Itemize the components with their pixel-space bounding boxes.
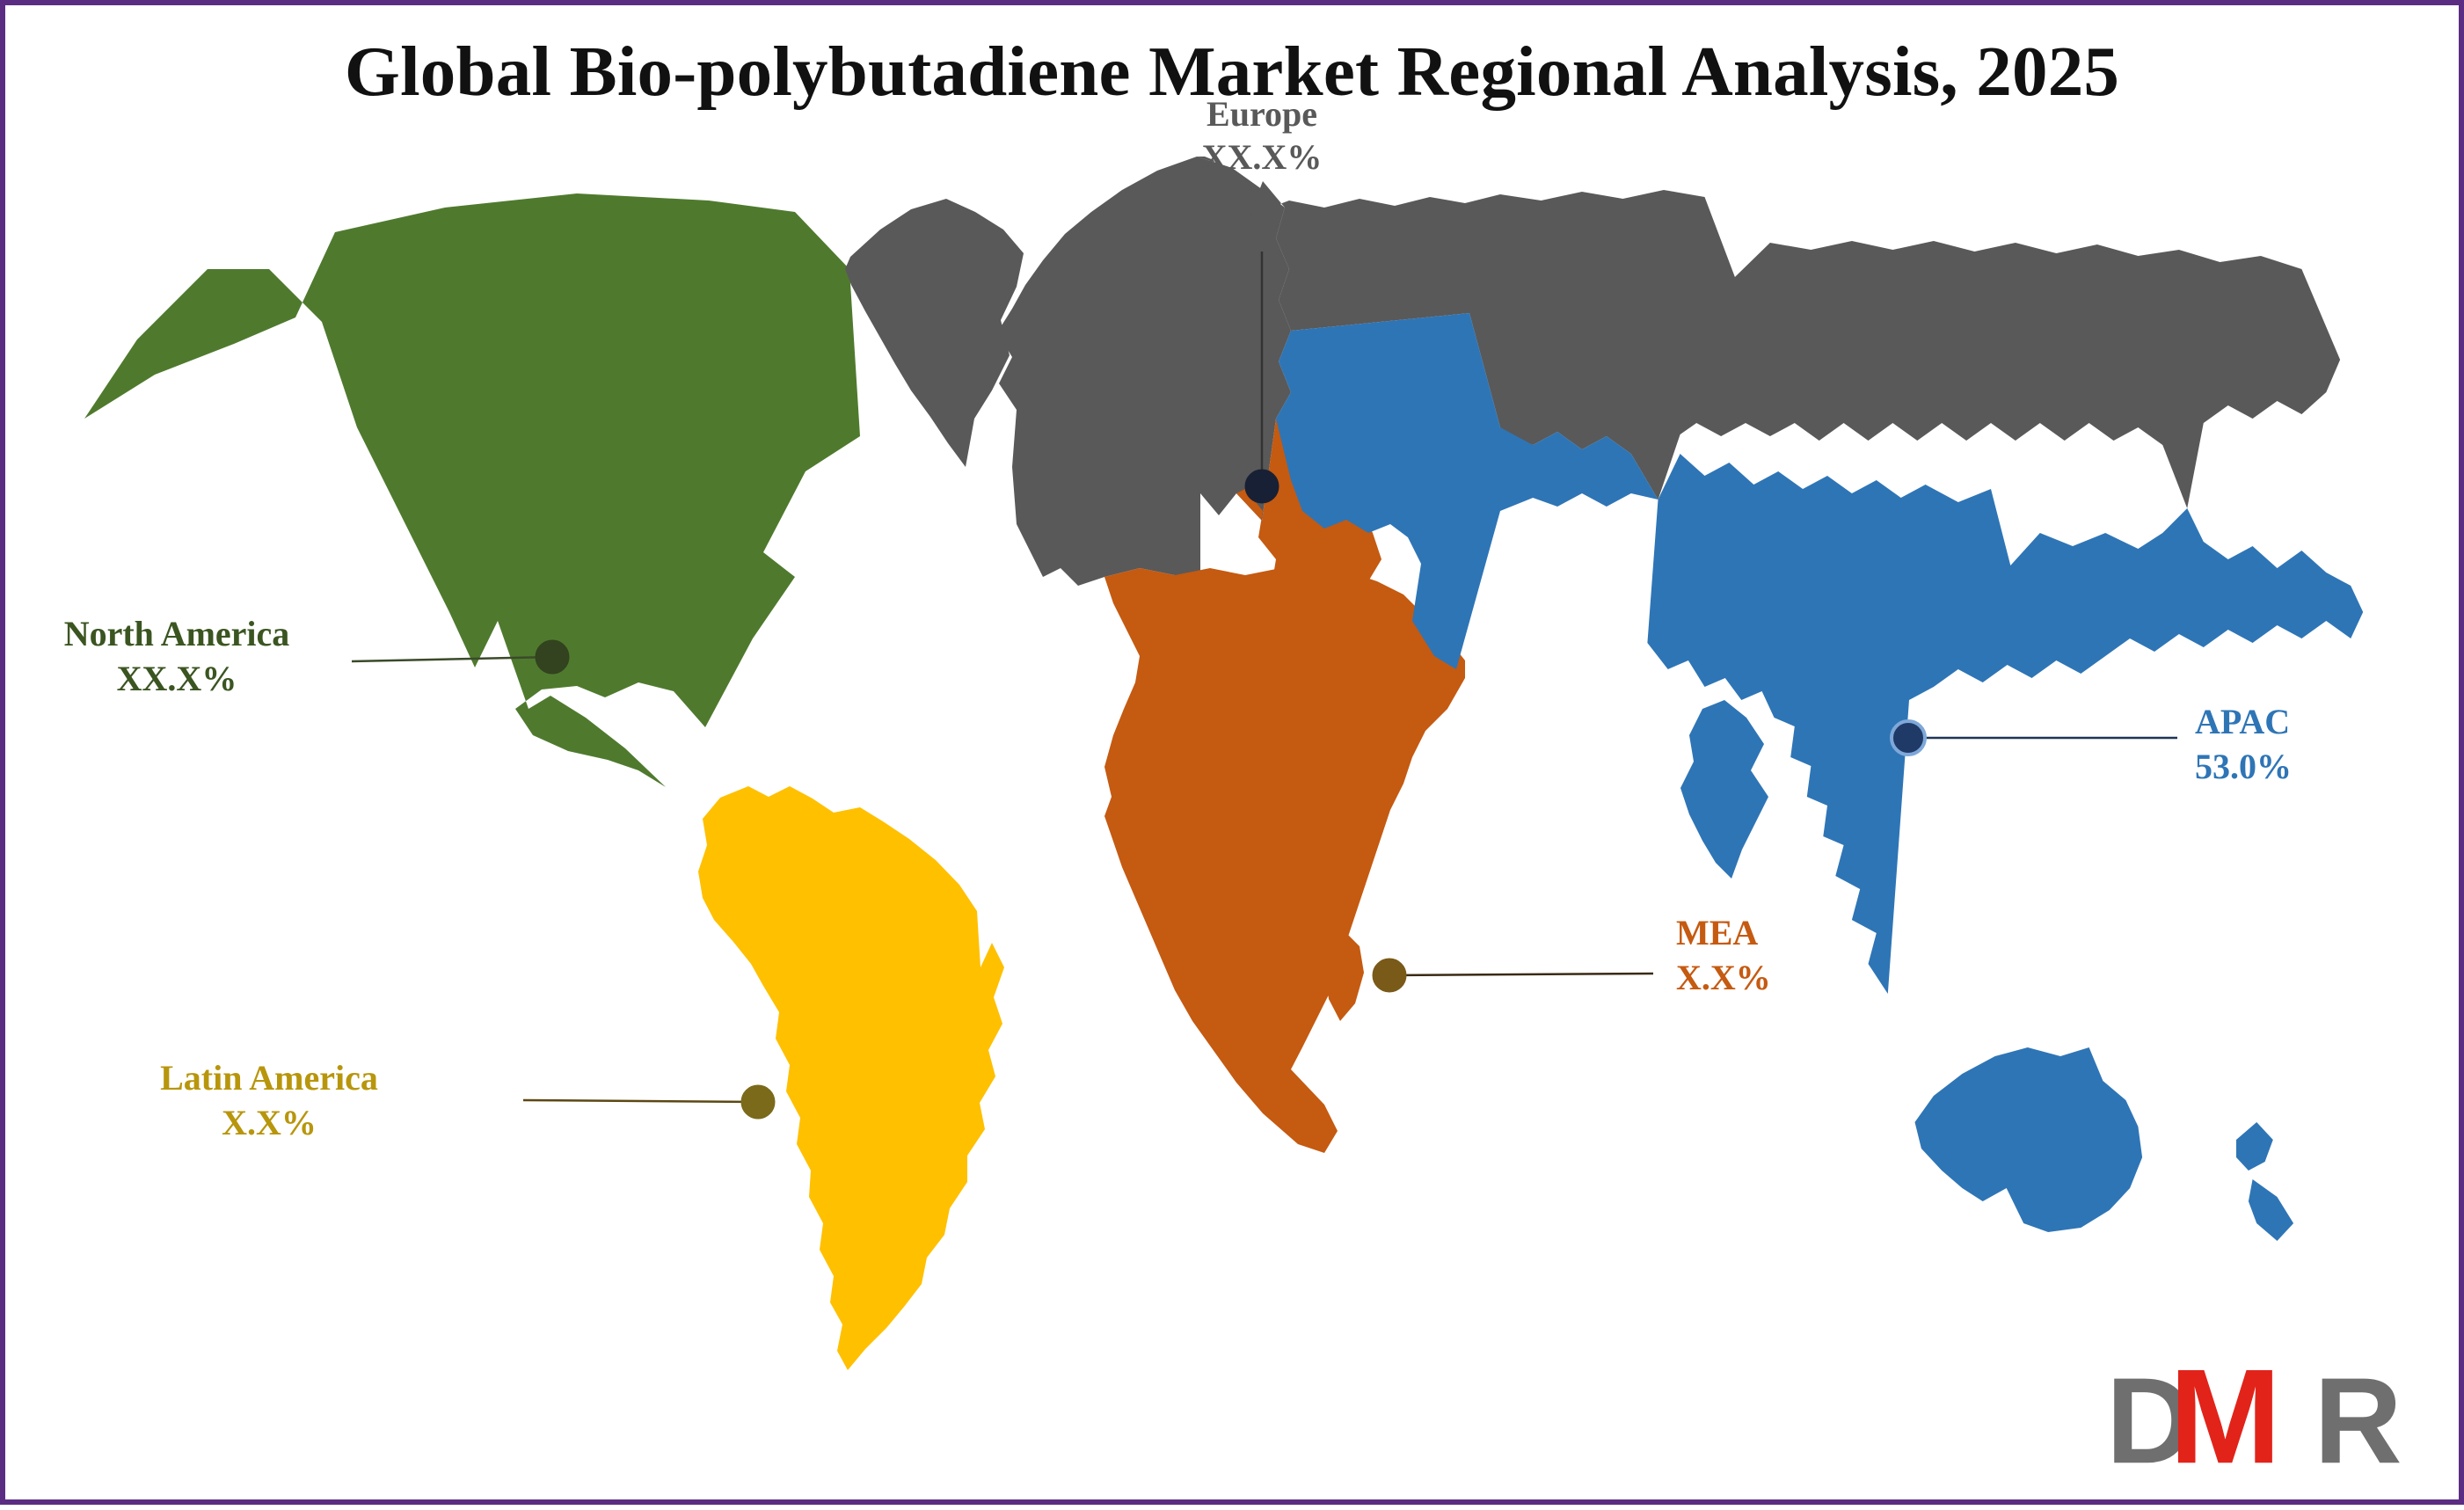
- svg-text:M: M: [2169, 1351, 2281, 1492]
- svg-text:R: R: [2314, 1353, 2400, 1489]
